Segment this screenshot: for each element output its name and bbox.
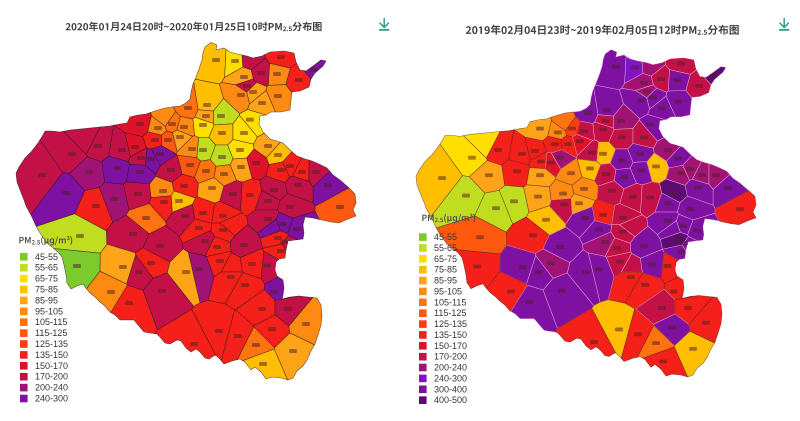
- svg-text:105-115: 105-115: [35, 317, 67, 327]
- svg-text:240-300: 240-300: [434, 373, 467, 383]
- svg-text:65-75: 65-75: [35, 274, 58, 284]
- svg-text:300-400: 300-400: [434, 384, 467, 394]
- svg-text:125-135: 125-135: [35, 339, 68, 349]
- svg-text:125-135: 125-135: [434, 319, 467, 329]
- svg-text:135-150: 135-150: [434, 330, 467, 340]
- svg-text:45-55: 45-55: [434, 232, 457, 242]
- svg-text:55-65: 55-65: [35, 263, 58, 273]
- svg-text:75-85: 75-85: [35, 285, 58, 295]
- svg-text:115-125: 115-125: [35, 328, 67, 338]
- svg-text:115-125: 115-125: [434, 308, 466, 318]
- svg-text:45-55: 45-55: [35, 252, 58, 262]
- svg-text:400-500: 400-500: [434, 395, 467, 405]
- svg-text:170-200: 170-200: [434, 352, 467, 362]
- svg-text:85-95: 85-95: [434, 276, 457, 286]
- svg-text:105-115: 105-115: [434, 297, 466, 307]
- svg-text:150-170: 150-170: [434, 341, 467, 351]
- svg-text:95-105: 95-105: [35, 306, 63, 316]
- svg-text:65-75: 65-75: [434, 254, 457, 264]
- svg-text:150-170: 150-170: [35, 361, 68, 371]
- svg-text:170-200: 170-200: [35, 372, 68, 382]
- svg-text:95-105: 95-105: [434, 286, 462, 296]
- svg-text:85-95: 85-95: [35, 295, 58, 305]
- svg-text:240-300: 240-300: [35, 394, 68, 404]
- svg-text:75-85: 75-85: [434, 265, 457, 275]
- svg-text:200-240: 200-240: [434, 363, 467, 373]
- svg-text:135-150: 135-150: [35, 350, 68, 360]
- svg-text:55-65: 55-65: [434, 243, 457, 253]
- svg-text:200-240: 200-240: [35, 383, 68, 393]
